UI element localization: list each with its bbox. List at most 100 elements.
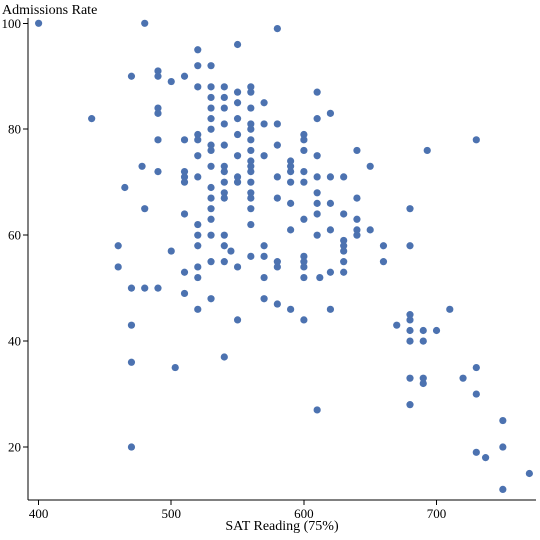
- data-point: [287, 157, 295, 165]
- data-point: [207, 146, 215, 155]
- data-point: [406, 242, 414, 250]
- data-point: [326, 109, 335, 117]
- data-point: [247, 146, 255, 155]
- data-point: [273, 120, 281, 128]
- data-point: [419, 326, 427, 335]
- data-point: [154, 67, 162, 75]
- data-point: [340, 210, 348, 218]
- x-axis-title: SAT Reading (75%): [225, 519, 339, 534]
- data-point: [180, 72, 189, 80]
- data-point: [127, 358, 136, 366]
- data-point: [287, 199, 295, 207]
- data-point: [287, 168, 295, 176]
- data-point: [180, 289, 189, 298]
- data-point: [141, 205, 149, 213]
- data-point: [207, 115, 215, 123]
- data-point: [207, 295, 215, 303]
- data-point: [233, 173, 242, 181]
- data-point: [340, 242, 348, 250]
- data-point: [353, 215, 361, 223]
- data-point: [499, 416, 507, 425]
- x-tick-label: 400: [29, 506, 49, 521]
- data-point: [313, 406, 321, 414]
- data-point: [194, 46, 202, 54]
- data-point: [273, 300, 281, 308]
- data-point: [247, 162, 255, 170]
- data-point: [316, 273, 324, 282]
- data-point: [406, 326, 414, 335]
- data-point: [313, 115, 321, 123]
- data-point: [406, 311, 414, 319]
- data-point: [114, 263, 122, 271]
- x-tick-label: 600: [294, 506, 314, 521]
- data-point: [207, 194, 215, 202]
- data-point: [220, 178, 228, 186]
- data-point: [180, 136, 189, 144]
- data-point: [300, 252, 308, 260]
- data-point: [432, 326, 441, 335]
- data-point: [207, 162, 215, 170]
- data-point: [220, 231, 228, 239]
- data-point: [340, 247, 348, 255]
- data-point: [227, 247, 235, 255]
- data-point: [326, 268, 335, 276]
- data-point: [406, 337, 414, 345]
- data-point: [247, 205, 255, 213]
- data-point: [207, 205, 215, 213]
- data-point: [247, 189, 255, 197]
- data-point: [247, 178, 255, 186]
- data-point: [207, 104, 215, 112]
- data-point: [233, 88, 242, 96]
- data-point: [247, 220, 255, 229]
- data-point: [207, 62, 215, 70]
- data-point: [300, 168, 308, 176]
- data-point: [180, 210, 189, 218]
- data-point: [419, 379, 427, 388]
- data-point: [313, 199, 321, 207]
- data-point: [472, 363, 480, 372]
- data-point: [273, 263, 281, 271]
- data-point: [366, 162, 374, 170]
- data-point: [247, 88, 255, 96]
- data-point: [194, 242, 202, 250]
- data-point: [379, 258, 388, 266]
- data-point: [121, 183, 129, 192]
- data-point: [207, 231, 215, 239]
- data-point: [220, 162, 228, 170]
- data-point: [499, 485, 507, 494]
- data-point: [220, 353, 228, 361]
- data-point: [154, 136, 162, 144]
- data-point: [194, 62, 202, 70]
- data-point: [171, 363, 179, 372]
- data-point: [220, 120, 228, 128]
- data-point: [127, 284, 136, 292]
- x-axis-ticks: 400 500 600 700: [29, 500, 446, 521]
- data-point: [207, 183, 215, 192]
- data-point: [194, 273, 202, 282]
- data-point: [180, 178, 189, 186]
- data-point: [260, 152, 268, 160]
- data-point: [459, 374, 467, 382]
- data-point: [154, 284, 162, 292]
- data-point: [300, 263, 308, 271]
- data-point: [313, 152, 321, 160]
- data-point: [220, 189, 228, 197]
- data-point: [220, 194, 228, 202]
- data-point: [247, 125, 255, 133]
- data-point: [525, 469, 533, 478]
- y-axis-title: Admissions Rate: [2, 3, 97, 18]
- data-point: [167, 77, 175, 86]
- data-point: [287, 162, 295, 170]
- data-point: [273, 258, 281, 266]
- data-point: [340, 258, 348, 266]
- data-point: [300, 146, 308, 155]
- data-point: [180, 173, 189, 181]
- data-point: [114, 242, 122, 250]
- data-point: [300, 273, 308, 282]
- data-point: [260, 99, 268, 107]
- data-point: [287, 226, 295, 234]
- data-point: [353, 194, 361, 202]
- data-point: [194, 173, 202, 181]
- data-point: [260, 252, 268, 260]
- data-point: [233, 316, 242, 324]
